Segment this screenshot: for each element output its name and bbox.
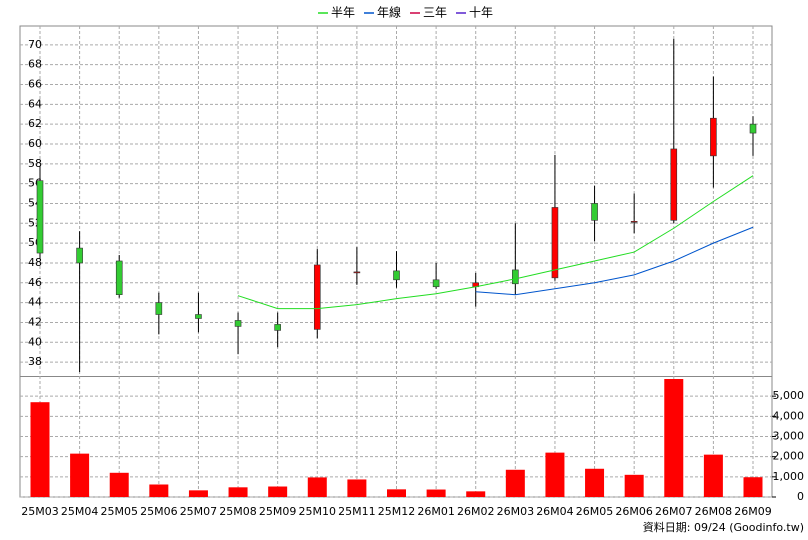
candle-body	[670, 148, 678, 221]
volume-bar	[703, 454, 723, 497]
y-tick-label: 42	[28, 315, 42, 328]
volume-bar	[307, 477, 327, 497]
x-tick-label: 26M02	[457, 505, 495, 518]
volume-bar	[149, 484, 169, 497]
candle-body	[393, 270, 400, 281]
y2-tick-label: 5,000	[773, 389, 805, 402]
candle-body	[313, 264, 321, 330]
x-tick-label: 26M01	[417, 505, 455, 518]
x-tick-label: 25M05	[100, 505, 138, 518]
candle-body	[36, 180, 44, 254]
x-tick-label: 25M07	[180, 505, 218, 518]
ma-line	[237, 175, 754, 310]
y-tick-label: 46	[28, 276, 42, 289]
y-tick-label: 66	[28, 77, 42, 90]
y-tick-label: 70	[28, 38, 42, 51]
candle-body	[155, 302, 163, 315]
x-tick-label: 26M06	[615, 505, 653, 518]
volume-bar	[70, 453, 90, 497]
x-tick-label: 25M12	[378, 505, 416, 518]
y-tick-label: 60	[28, 137, 42, 150]
candle-body	[274, 324, 281, 331]
x-tick-label: 25M06	[140, 505, 178, 518]
x-tick-label: 25M08	[219, 505, 257, 518]
candle-body	[432, 279, 440, 288]
volume-bar	[585, 468, 605, 497]
volume-bar	[347, 479, 367, 497]
y-tick-label: 48	[28, 256, 42, 269]
ma-line	[475, 226, 754, 296]
volume-bar	[624, 474, 644, 497]
candle-body	[195, 314, 202, 319]
x-tick-label: 25M10	[299, 505, 337, 518]
volume-bar	[387, 489, 406, 497]
volume-bar	[228, 487, 248, 497]
candle-body	[591, 203, 598, 221]
legend-label: 三年	[423, 6, 447, 20]
volume-bar	[743, 477, 763, 497]
y-tick-label: 38	[28, 355, 42, 368]
volume-bar	[664, 379, 684, 497]
y2-tick-label: 3,000	[773, 429, 805, 442]
x-tick-label: 25M04	[61, 505, 99, 518]
candle-body	[630, 221, 638, 223]
x-tick-label: 26M05	[576, 505, 614, 518]
legend-label: 十年	[469, 6, 493, 20]
volume-bar	[188, 490, 208, 497]
x-tick-label: 26M09	[734, 505, 772, 518]
candle-body	[710, 117, 717, 157]
y2-tick-label: 1,000	[773, 470, 805, 483]
candle-body	[551, 207, 559, 279]
candle-body	[76, 247, 83, 264]
y-tick-label: 44	[28, 296, 42, 309]
y-tick-label: 62	[28, 117, 42, 130]
volume-bar	[545, 452, 565, 497]
x-tick-label: 26M03	[497, 505, 535, 518]
x-tick-label: 25M11	[338, 505, 376, 518]
y-tick-label: 64	[28, 97, 42, 110]
candle-body	[234, 320, 242, 327]
x-tick-label: 26M07	[655, 505, 693, 518]
candle-body	[353, 271, 361, 274]
legend-label: 年線	[377, 5, 401, 20]
y-tick-label: 58	[28, 157, 42, 170]
x-tick-label: 25M03	[21, 505, 59, 518]
candle-body	[512, 269, 519, 285]
x-tick-label: 26M04	[536, 505, 574, 518]
legend-label: 半年	[331, 6, 355, 20]
footer: 資料日期: 09/24 (Goodinfo.tw)	[643, 520, 804, 534]
y2-tick-label: 4,000	[773, 409, 805, 422]
candle-body	[115, 260, 123, 295]
x-tick-label: 25M09	[259, 505, 297, 518]
y2-tick-label: 2,000	[773, 450, 805, 463]
volume-bar	[505, 469, 525, 497]
volume-bar	[30, 402, 50, 497]
candle-body	[749, 123, 757, 134]
volume-bar	[426, 489, 446, 497]
y2-tick-label: 0	[797, 490, 804, 503]
volume-bar	[268, 486, 288, 497]
y-tick-label: 68	[28, 58, 42, 71]
volume-bar	[109, 472, 129, 497]
y-tick-label: 40	[28, 335, 42, 348]
x-tick-label: 26M08	[695, 505, 733, 518]
volume-bar	[466, 491, 486, 497]
